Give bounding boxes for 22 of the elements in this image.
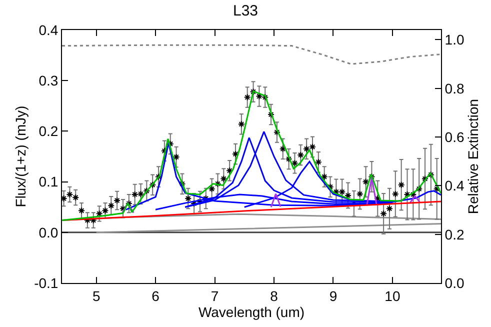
y2-tick-label: 0.8 bbox=[444, 80, 464, 96]
y-tick-label: 0.0 bbox=[38, 224, 58, 240]
y-tick-label: 0.3 bbox=[38, 72, 58, 88]
y2-tick-label: 0.4 bbox=[444, 178, 464, 194]
x-axis-title: Wavelength (um) bbox=[198, 304, 305, 320]
y-tick-label: 0.1 bbox=[38, 174, 58, 190]
x-tick-label: 9 bbox=[329, 288, 338, 304]
x-tick-label: 8 bbox=[270, 288, 278, 304]
x-tick-label: 7 bbox=[210, 288, 219, 304]
y-tick-label: 0.4 bbox=[38, 22, 58, 38]
x-tick-label: 6 bbox=[152, 288, 160, 304]
y-axis-title: Flux/(1+z) (mJy) bbox=[12, 106, 29, 208]
chart-title: L33 bbox=[232, 2, 258, 20]
y-tick-label: 0.2 bbox=[38, 123, 58, 140]
y2-tick-label: 0.0 bbox=[444, 274, 464, 291]
y2-tick-label: 1.0 bbox=[444, 32, 464, 48]
y2-axis-title: Relative Extinction bbox=[464, 98, 481, 214]
y-tick-label: -0.1 bbox=[34, 274, 58, 291]
x-tick-label: 10 bbox=[384, 288, 400, 304]
y2-tick-label: 0.6 bbox=[444, 128, 464, 145]
x-tick-label: 5 bbox=[92, 288, 100, 304]
y2-tick-label: 0.2 bbox=[444, 226, 464, 242]
